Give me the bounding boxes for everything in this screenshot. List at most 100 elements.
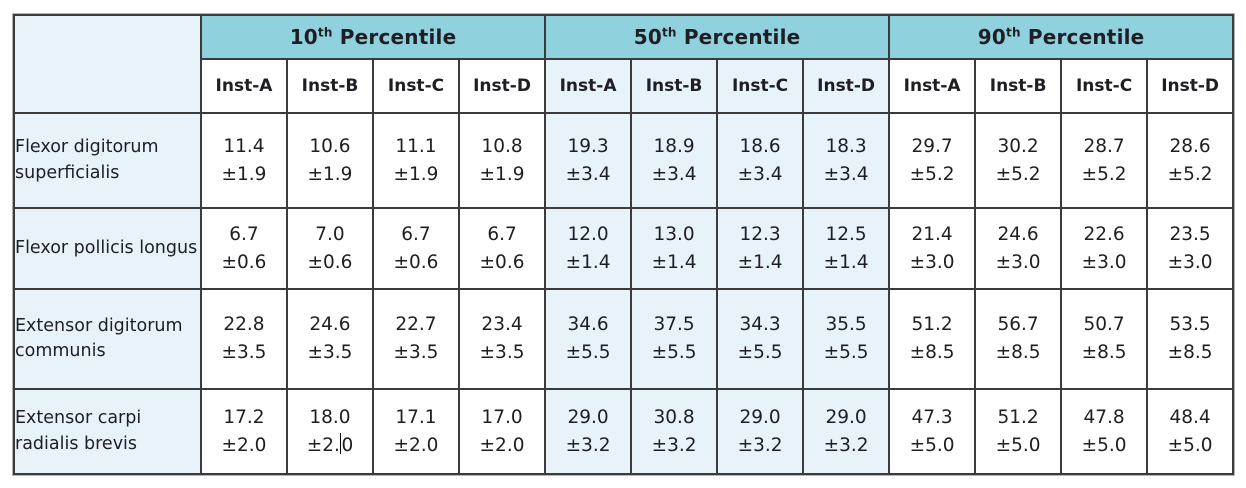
data-cell[interactable]: 10.6 ±1.9 (286, 112, 374, 209)
inst-header-10th-inst-a[interactable]: Inst-A (200, 58, 288, 114)
data-cell[interactable]: 22.7 ±3.5 (372, 288, 460, 390)
row-label[interactable]: Extensor carpi radialis brevis (13, 388, 202, 475)
data-cell[interactable]: 22.6 ±3.0 (1060, 207, 1149, 290)
data-cell[interactable]: 17.2 ±2.0 (200, 388, 288, 475)
data-cell[interactable]: 48.4 ±5.0 (1146, 388, 1235, 475)
cell-value: 34.3 (739, 314, 781, 336)
data-cell[interactable]: 11.4 ±1.9 (200, 112, 288, 209)
data-cell[interactable]: 13.0 ±1.4 (630, 207, 719, 290)
data-cell[interactable]: 29.0 ±3.2 (716, 388, 805, 475)
corner-cell[interactable] (13, 14, 202, 114)
row-label[interactable]: Extensor digitorum communis (13, 288, 202, 390)
cell-error: ±5.5 (737, 342, 783, 363)
data-cell[interactable]: 34.6 ±5.5 (544, 288, 633, 390)
data-cell[interactable]: 29.0 ±3.2 (544, 388, 633, 475)
data-cell[interactable]: 10.8 ±1.9 (457, 112, 547, 209)
inst-header-90th-inst-a[interactable]: Inst-A (888, 58, 977, 114)
data-cell[interactable]: 29.7 ±5.2 (888, 112, 977, 209)
data-cell[interactable]: 47.3 ±5.0 (888, 388, 977, 475)
data-cell[interactable]: 23.5 ±3.0 (1146, 207, 1235, 290)
data-cell[interactable]: 12.3 ±1.4 (716, 207, 805, 290)
data-cell[interactable]: 28.7 ±5.2 (1060, 112, 1149, 209)
cell-value: 24.6 (997, 223, 1039, 245)
data-cell[interactable]: 35.5 ±5.5 (802, 288, 891, 390)
cell-value: 11.1 (395, 135, 437, 157)
data-cell[interactable]: 24.6 ±3.0 (974, 207, 1063, 290)
data-cell[interactable]: 19.3 ±3.4 (544, 112, 633, 209)
data-cell[interactable]: 17.1 ±2.0 (372, 388, 460, 475)
cell-value: 53.5 (1169, 314, 1211, 336)
cell-value: 29.0 (567, 406, 609, 428)
data-cell[interactable]: 6.7 ±0.6 (200, 207, 288, 290)
data-cell[interactable]: 51.2 ±8.5 (888, 288, 977, 390)
data-cell[interactable]: 11.1 ±1.9 (372, 112, 460, 209)
document-page: 10th Percentile 50th Percentile 90th Perce… (11, 13, 1236, 476)
cell-value: 18.6 (739, 135, 781, 157)
data-cell[interactable]: 50.7 ±8.5 (1060, 288, 1149, 390)
cell-value: 6.7 (487, 223, 517, 245)
cell-value: 21.4 (911, 223, 953, 245)
data-cell[interactable]: 30.2 ±5.2 (974, 112, 1063, 209)
inst-header-10th-inst-d[interactable]: Inst-D (457, 58, 547, 114)
data-cell[interactable]: 18.9 ±3.4 (630, 112, 719, 209)
data-cell[interactable]: 7.0 ±0.6 (286, 207, 374, 290)
data-cell[interactable]: 12.5 ±1.4 (802, 207, 891, 290)
data-cell[interactable]: 23.4 ±3.5 (457, 288, 547, 390)
cell-error: ±2.0 (221, 434, 267, 456)
cell-error: ±3.2 (823, 434, 869, 456)
cell-error: ±5.0 (909, 434, 955, 456)
inst-header-50th-inst-c[interactable]: Inst-C (716, 58, 805, 114)
cell-error: ±3.0 (1167, 251, 1213, 273)
inst-header-50th-inst-d[interactable]: Inst-D (802, 58, 891, 114)
cell-error: ±0.6 (221, 251, 267, 273)
data-cell[interactable]: 12.0 ±1.4 (544, 207, 633, 290)
row-label[interactable]: Flexor digitorum superficialis (13, 112, 202, 209)
cell-value: 28.7 (1083, 135, 1125, 157)
data-cell[interactable]: 22.8 ±3.5 (200, 288, 288, 390)
data-cell[interactable]: 56.7 ±8.5 (974, 288, 1063, 390)
inst-header-90th-inst-d[interactable]: Inst-D (1146, 58, 1235, 114)
percentile-header-50th[interactable]: 50th Percentile (544, 14, 891, 60)
cell-error: ±8.5 (1167, 342, 1213, 363)
inst-header-90th-inst-c[interactable]: Inst-C (1060, 58, 1149, 114)
inst-header-50th-inst-a[interactable]: Inst-A (544, 58, 633, 114)
percentile-header-90th[interactable]: 90th Percentile (888, 14, 1235, 60)
cell-error: ±5.2 (1167, 163, 1213, 185)
cell-error: ±3.2 (651, 434, 697, 456)
data-cell[interactable]: 6.7 ±0.6 (457, 207, 547, 290)
cell-error: ±2.0 (393, 434, 439, 456)
data-cell[interactable]: 53.5 ±8.5 (1146, 288, 1235, 390)
cell-error: ±3.4 (823, 163, 869, 185)
data-cell[interactable]: 17.0 ±2.0 (457, 388, 547, 475)
inst-header-10th-inst-c[interactable]: Inst-C (372, 58, 460, 114)
data-cell[interactable]: 18.0 ±2.0 (286, 388, 374, 475)
data-cell[interactable]: 18.3 ±3.4 (802, 112, 891, 209)
inst-header-50th-inst-b[interactable]: Inst-B (630, 58, 719, 114)
cell-error: ±5.0 (995, 434, 1041, 456)
row-label[interactable]: Flexor pollicis longus (13, 207, 202, 290)
data-cell[interactable]: 18.6 ±3.4 (716, 112, 805, 209)
inst-header-10th-inst-b[interactable]: Inst-B (286, 58, 374, 114)
cell-value: 22.8 (223, 314, 265, 336)
cell-value: 22.7 (395, 314, 437, 336)
data-cell[interactable]: 6.7 ±0.6 (372, 207, 460, 290)
data-cell[interactable]: 30.8 ±3.2 (630, 388, 719, 475)
cell-value: 47.8 (1083, 406, 1125, 428)
data-cell[interactable]: 29.0 ±3.2 (802, 388, 891, 475)
data-cell[interactable]: 28.6 ±5.2 (1146, 112, 1235, 209)
cell-value: 12.3 (739, 223, 781, 245)
cell-value: 17.1 (395, 406, 437, 428)
data-cell[interactable]: 47.8 ±5.0 (1060, 388, 1149, 475)
data-cell[interactable]: 34.3 ±5.5 (716, 288, 805, 390)
data-cell[interactable]: 24.6 ±3.5 (286, 288, 374, 390)
cell-error: ±3.5 (221, 342, 267, 363)
data-cell[interactable]: 51.2 ±5.0 (974, 388, 1063, 475)
cell-error: ±3.4 (651, 163, 697, 185)
cell-error: ±3.5 (393, 342, 439, 363)
inst-header-90th-inst-b[interactable]: Inst-B (974, 58, 1063, 114)
data-cell[interactable]: 21.4 ±3.0 (888, 207, 977, 290)
data-cell[interactable]: 37.5 ±5.5 (630, 288, 719, 390)
cell-error: ±1.4 (565, 251, 611, 273)
percentile-header-10th[interactable]: 10th Percentile (199, 14, 547, 60)
cell-value: 34.6 (567, 314, 609, 336)
